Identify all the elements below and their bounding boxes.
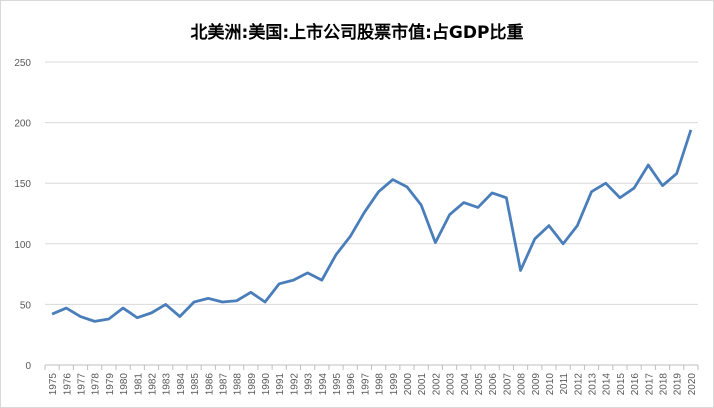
x-tick-label: 2007 (502, 373, 513, 396)
x-tick-label: 2020 (687, 373, 698, 396)
y-tick-label: 100 (14, 240, 31, 251)
x-tick-label: 2009 (531, 373, 542, 396)
x-tick-label: 1977 (76, 373, 87, 396)
x-tick-label: 2012 (573, 373, 584, 396)
x-tick-label: 2004 (460, 373, 471, 396)
x-tick-label: 1990 (261, 373, 272, 396)
x-tick-label: 1981 (133, 373, 144, 396)
x-tick-label: 1992 (289, 373, 300, 396)
x-tick-label: 2008 (517, 373, 528, 396)
x-tick-label: 2011 (559, 373, 570, 395)
x-tick-label: 1986 (204, 373, 215, 396)
x-tick-label: 1975 (48, 373, 59, 396)
x-tick-label: 2001 (417, 373, 428, 396)
x-tick-label: 2006 (488, 373, 499, 396)
x-tick-label: 2002 (431, 373, 442, 396)
x-tick-label: 1993 (304, 373, 315, 396)
x-tick-label: 1998 (375, 373, 386, 396)
x-tick-label: 1989 (247, 373, 258, 396)
x-tick-label: 1994 (318, 373, 329, 396)
x-tick-label: 2000 (403, 373, 414, 396)
x-tick-label: 2013 (588, 373, 599, 396)
x-tick-label: 2017 (644, 373, 655, 396)
x-tick-label: 1979 (105, 373, 116, 396)
x-tick-label: 2018 (659, 373, 670, 396)
series-line (51, 129, 693, 323)
x-tick-label: 2010 (545, 373, 556, 396)
x-tick-label: 1976 (62, 373, 73, 396)
y-tick-label: 150 (14, 179, 31, 190)
y-tick-label: 250 (14, 58, 31, 69)
x-tick-label: 2003 (446, 373, 457, 396)
x-tick-label: 2005 (474, 373, 485, 396)
x-tick-label: 1983 (162, 373, 173, 396)
x-tick-label: 2016 (630, 373, 641, 396)
x-tick-label: 1999 (389, 373, 400, 396)
x-tick-label: 2019 (673, 373, 684, 396)
x-tick-label: 1980 (119, 373, 130, 396)
x-tick-label: 1997 (360, 373, 371, 396)
x-tick-label: 2015 (616, 373, 627, 396)
y-tick-label: 50 (20, 300, 32, 311)
x-tick-label: 1991 (275, 373, 286, 396)
x-tick-label: 1985 (190, 373, 201, 396)
y-tick-label: 0 (25, 361, 31, 372)
x-tick-label: 1995 (332, 373, 343, 396)
x-tick-label: 1978 (91, 373, 102, 396)
y-tick-label: 200 (14, 119, 31, 130)
chart-title: 北美洲:美国:上市公司股票市值:占GDP比重 (190, 23, 524, 43)
x-tick-label: 1988 (233, 373, 244, 396)
x-tick-label: 1987 (218, 373, 229, 396)
x-tick-label: 1982 (147, 373, 158, 396)
x-tick-label: 1996 (346, 373, 357, 396)
x-tick-label: 2014 (602, 373, 613, 396)
x-tick-label: 1984 (176, 373, 187, 396)
